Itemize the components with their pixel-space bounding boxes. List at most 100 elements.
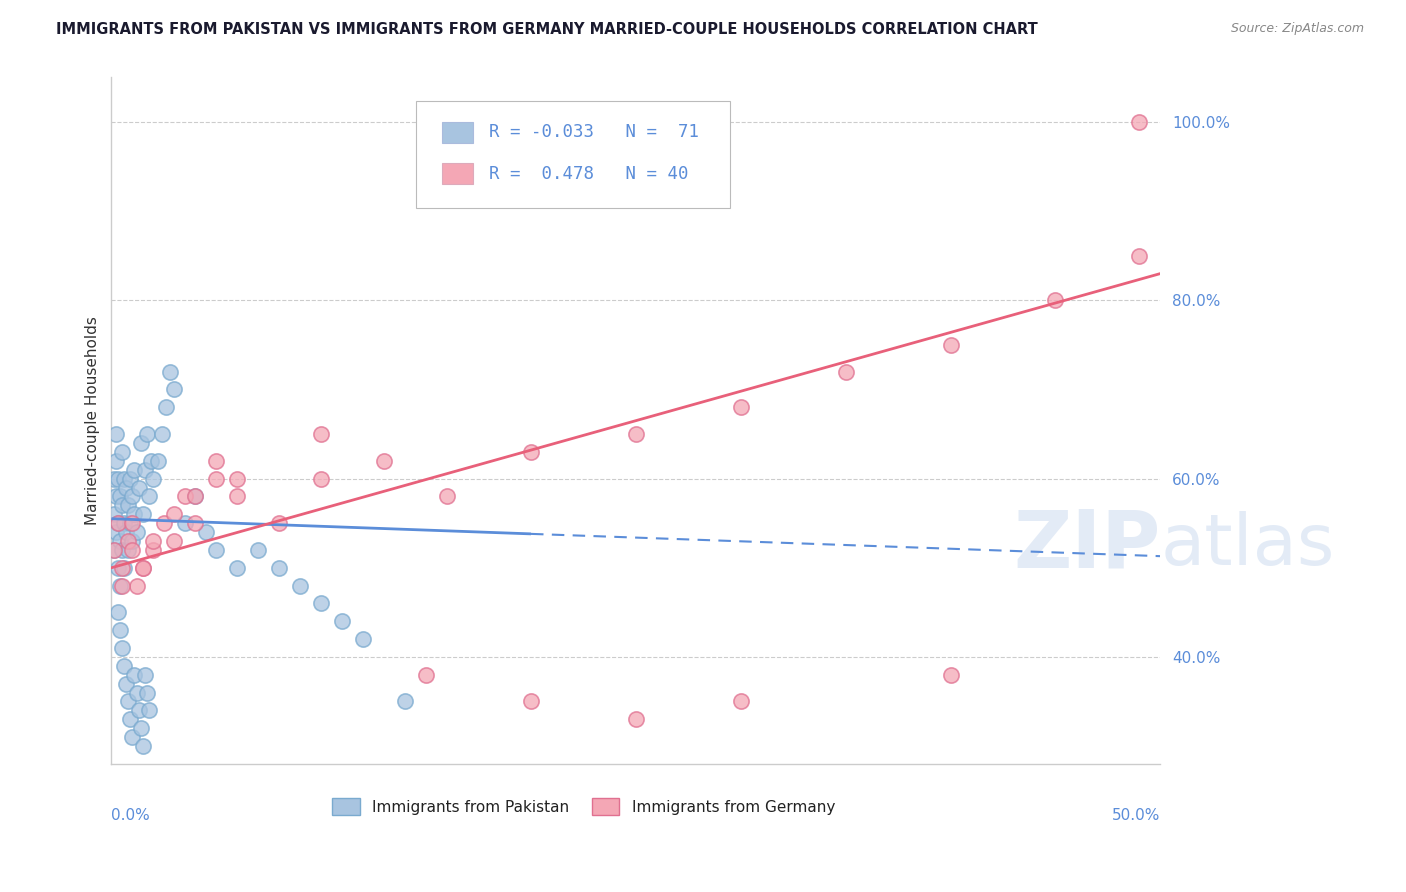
- Point: [330, 614, 353, 628]
- Point: [132, 508, 155, 522]
- Point: [132, 560, 155, 574]
- Point: [112, 516, 135, 531]
- Point: [173, 516, 195, 531]
- Point: [730, 694, 752, 708]
- Point: [124, 667, 146, 681]
- Point: [1045, 293, 1067, 308]
- Point: [730, 401, 752, 415]
- Point: [352, 632, 374, 646]
- Point: [107, 605, 129, 619]
- Point: [117, 694, 139, 708]
- Point: [205, 472, 228, 486]
- Point: [163, 508, 186, 522]
- Point: [132, 739, 155, 753]
- Point: [111, 578, 134, 592]
- FancyBboxPatch shape: [441, 163, 474, 184]
- Point: [394, 694, 416, 708]
- Point: [108, 490, 131, 504]
- Point: [117, 499, 139, 513]
- Point: [939, 667, 962, 681]
- Point: [624, 427, 647, 442]
- Point: [115, 481, 138, 495]
- Point: [205, 543, 228, 558]
- Point: [121, 490, 143, 504]
- Point: [373, 454, 395, 468]
- Point: [103, 508, 125, 522]
- Text: R = -0.033   N =  71: R = -0.033 N = 71: [489, 123, 699, 141]
- Point: [117, 543, 139, 558]
- Point: [121, 516, 143, 531]
- Point: [124, 508, 146, 522]
- Point: [153, 516, 176, 531]
- Point: [104, 454, 127, 468]
- Point: [107, 560, 129, 574]
- Point: [111, 499, 134, 513]
- Point: [121, 543, 143, 558]
- Point: [136, 685, 159, 699]
- Point: [108, 623, 131, 637]
- Point: [205, 454, 228, 468]
- Point: [184, 516, 207, 531]
- Point: [121, 534, 143, 549]
- Point: [107, 472, 129, 486]
- Point: [115, 525, 138, 540]
- Point: [112, 560, 135, 574]
- Point: [129, 721, 152, 735]
- Text: 0.0%: 0.0%: [111, 808, 150, 823]
- Point: [142, 472, 165, 486]
- Point: [834, 365, 856, 379]
- Point: [247, 543, 270, 558]
- FancyBboxPatch shape: [441, 122, 474, 143]
- Point: [520, 694, 543, 708]
- Point: [309, 596, 332, 610]
- Point: [104, 427, 127, 442]
- Point: [269, 516, 291, 531]
- Point: [939, 338, 962, 352]
- Point: [107, 516, 129, 531]
- Point: [125, 525, 148, 540]
- Point: [124, 463, 146, 477]
- Text: ZIP: ZIP: [1014, 507, 1160, 584]
- Point: [125, 685, 148, 699]
- FancyBboxPatch shape: [416, 102, 730, 208]
- Point: [309, 427, 332, 442]
- Point: [107, 516, 129, 531]
- Point: [155, 401, 177, 415]
- Point: [104, 490, 127, 504]
- Point: [128, 703, 150, 717]
- Text: atlas: atlas: [1160, 511, 1334, 580]
- Point: [163, 534, 186, 549]
- Point: [226, 472, 249, 486]
- Point: [132, 560, 155, 574]
- Y-axis label: Married-couple Households: Married-couple Households: [86, 317, 100, 525]
- Point: [309, 472, 332, 486]
- Point: [121, 730, 143, 744]
- Point: [415, 667, 437, 681]
- Point: [108, 578, 131, 592]
- Point: [129, 436, 152, 450]
- Point: [104, 525, 127, 540]
- Point: [138, 490, 160, 504]
- Point: [184, 490, 207, 504]
- Point: [103, 543, 125, 558]
- Text: R =  0.478   N = 40: R = 0.478 N = 40: [489, 164, 689, 183]
- Text: Source: ZipAtlas.com: Source: ZipAtlas.com: [1230, 22, 1364, 36]
- Point: [194, 525, 217, 540]
- Point: [115, 676, 138, 690]
- Point: [103, 543, 125, 558]
- Point: [111, 445, 134, 459]
- Point: [138, 703, 160, 717]
- Point: [111, 640, 134, 655]
- Point: [173, 490, 195, 504]
- Point: [269, 560, 291, 574]
- Point: [108, 534, 131, 549]
- Point: [141, 454, 163, 468]
- Point: [226, 490, 249, 504]
- Point: [117, 534, 139, 549]
- Point: [146, 454, 169, 468]
- Point: [112, 658, 135, 673]
- Point: [624, 712, 647, 726]
- Point: [1128, 249, 1150, 263]
- Point: [125, 578, 148, 592]
- Point: [120, 472, 142, 486]
